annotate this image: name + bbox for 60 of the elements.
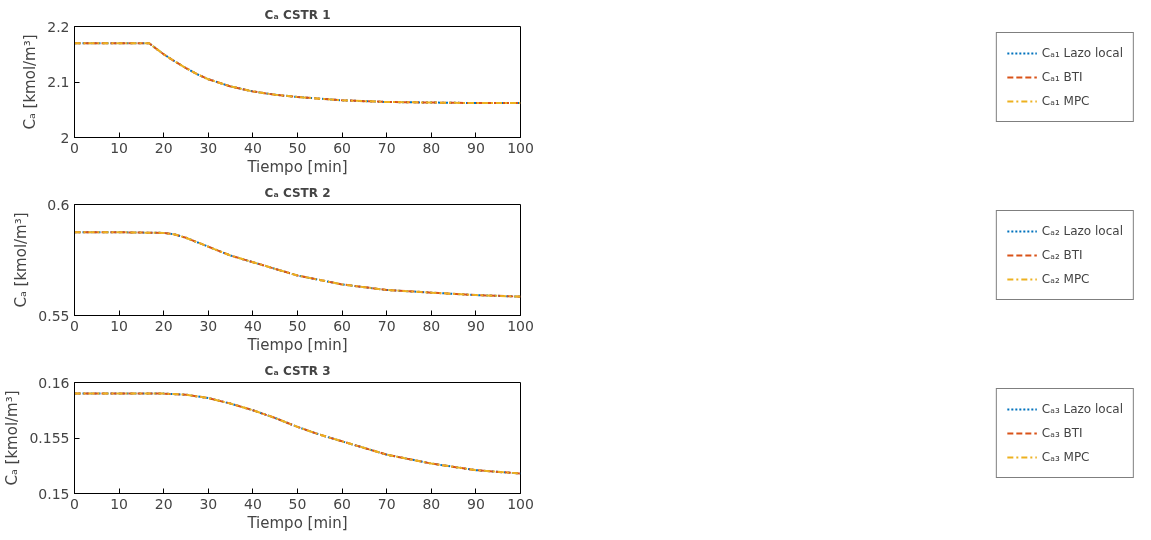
chart-title: Cₐ CSTR 3	[264, 363, 331, 378]
y-tick-label: 0.155	[29, 430, 70, 446]
line-series	[74, 392, 521, 475]
y-axis-title: Cₐ [kmol/m³]	[3, 390, 22, 486]
x-tick-label: 30	[199, 317, 218, 334]
x-tick-label: 40	[243, 139, 262, 156]
x-axis-title: Tiempo [min]	[246, 335, 348, 354]
y-axis-title: Cₐ [kmol/m³]	[12, 212, 31, 308]
y-axis-title: Cₐ [kmol/m³]	[21, 34, 40, 130]
x-tick-label: 80	[422, 317, 441, 334]
x-tick-label: 10	[110, 317, 129, 334]
x-tick-label: 0	[70, 317, 79, 334]
x-axis-title: Tiempo [min]	[246, 513, 348, 532]
x-tick-label: 80	[422, 139, 441, 156]
legend-label: Cₐ₁ Lazo local	[1041, 46, 1123, 60]
x-tick-label: 100	[507, 495, 534, 512]
x-tick-label: 100	[507, 139, 534, 156]
legend-label: Cₐ₃ BTI	[1041, 426, 1083, 440]
legend-label: Cₐ₂ BTI	[1041, 248, 1083, 262]
x-tick-label: 0	[70, 139, 79, 156]
x-tick-label: 40	[243, 317, 262, 334]
chart-title: Cₐ CSTR 2	[264, 185, 331, 200]
legend-label: Cₐ₁ MPC	[1041, 94, 1090, 108]
x-tick-label: 10	[110, 495, 129, 512]
x-tick-label: 90	[466, 139, 485, 156]
x-tick-label: 90	[466, 317, 485, 334]
x-tick-label: 20	[154, 139, 173, 156]
x-tick-label: 100	[507, 317, 534, 334]
x-tick-label: 60	[333, 139, 352, 156]
legend-label: Cₐ₃ MPC	[1041, 450, 1090, 464]
y-tick-label: 0.6	[47, 196, 70, 213]
x-tick-label: 70	[377, 139, 396, 156]
legend-label: Cₐ₃ Lazo local	[1041, 402, 1123, 416]
x-tick-label: 50	[288, 317, 307, 334]
x-tick-label: 60	[333, 495, 352, 512]
y-tick-label: 2.2	[47, 18, 70, 35]
legend-label: Cₐ₂ Lazo local	[1041, 224, 1123, 238]
x-tick-label: 10	[110, 139, 129, 156]
x-tick-label: 50	[288, 139, 307, 156]
y-tick-label: 0.55	[38, 307, 70, 324]
x-tick-label: 70	[377, 317, 396, 334]
y-tick-label: 2	[60, 129, 70, 146]
x-axis-title: Tiempo [min]	[246, 157, 348, 176]
y-tick-label: 2.1	[47, 74, 70, 90]
x-tick-label: 50	[288, 495, 307, 512]
x-tick-label: 30	[199, 495, 218, 512]
chart-title: Cₐ CSTR 1	[264, 7, 331, 22]
x-tick-label: 90	[466, 495, 485, 512]
x-tick-label: 40	[243, 495, 262, 512]
legend-label: Cₐ₂ MPC	[1041, 272, 1090, 286]
x-tick-label: 60	[333, 317, 352, 334]
x-tick-label: 0	[70, 495, 79, 512]
x-tick-label: 70	[377, 495, 396, 512]
x-tick-label: 80	[422, 495, 441, 512]
y-tick-label: 0.15	[38, 485, 70, 502]
x-tick-label: 30	[199, 139, 218, 156]
x-tick-label: 20	[154, 317, 173, 334]
x-tick-label: 20	[154, 495, 173, 512]
y-tick-label: 0.16	[38, 374, 70, 391]
legend-label: Cₐ₁ BTI	[1041, 70, 1083, 84]
